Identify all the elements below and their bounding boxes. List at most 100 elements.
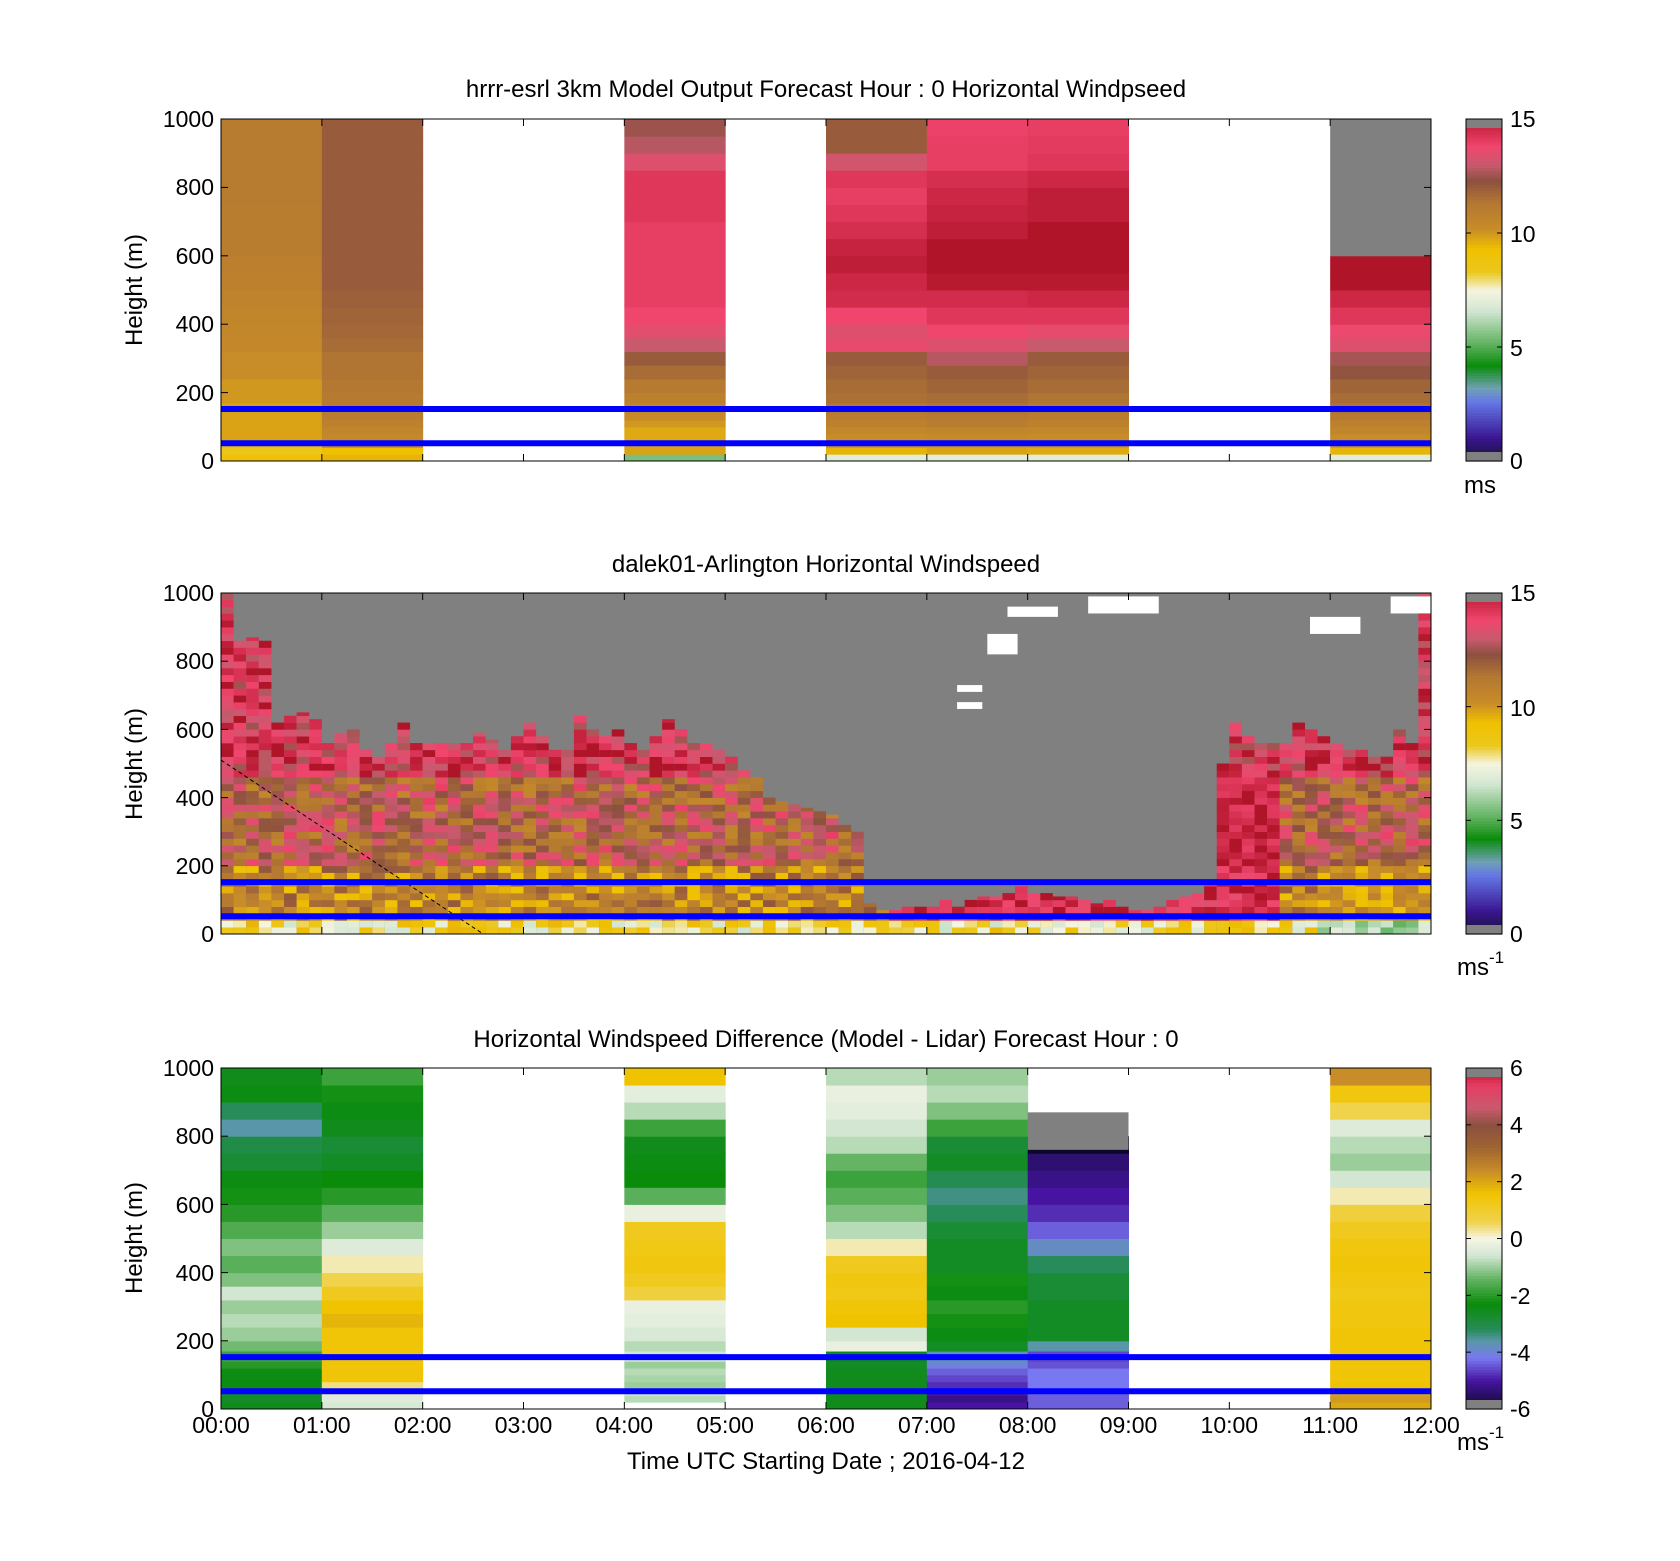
colorbar-swatch [1466,857,1502,861]
heat-cell [447,906,461,914]
heat-cell [1216,797,1230,805]
heat-cell [624,324,726,339]
colorbar-swatch [1466,635,1502,640]
heat-cell [826,858,840,867]
colorbar-swatch [1466,803,1502,807]
heat-cell [221,770,235,778]
heat-cell [1367,783,1382,792]
heat-cell [964,899,978,908]
colorbar-swatch [1466,766,1502,770]
heat-cell [1241,852,1256,860]
heat-cell [246,708,260,717]
heat-cell [233,688,247,696]
heat-cell [548,838,562,846]
panel-3-x-tick-labels: 00:00 01:00 02:00 03:00 04:00 05:00 06:00 07:00… [192,1412,1460,1438]
heat-cell [1304,852,1319,860]
heat-cell [1405,920,1419,928]
heat-cell [485,804,499,812]
heat-cell [1405,824,1419,832]
heat-cell [750,886,764,894]
heat-cell [699,899,714,908]
heat-cell [1052,927,1066,934]
heat-cell [788,858,802,867]
colorbar-swatch [1466,1397,1502,1402]
heat-cell [284,831,298,839]
heat-cell [309,811,323,819]
heat-cell [221,204,323,223]
heat-cell [372,845,386,853]
heat-cell [624,824,638,832]
heat-cell [1367,770,1382,778]
heat-cell [460,872,474,880]
heat-cell [1330,804,1344,812]
heat-cell [523,906,537,914]
heat-cell [1317,886,1331,894]
heat-cell [674,818,688,826]
colorbar-swatch [1466,1096,1502,1100]
colorbar-swatch [1466,612,1502,617]
heat-cell [926,419,1029,428]
heat-cell [687,804,701,812]
colorbar-swatch [1466,627,1502,631]
colorbar-swatch [1466,1153,1502,1157]
heat-cell [1027,1238,1129,1257]
heat-cell [788,893,802,901]
heat-cell [1115,920,1129,928]
colorbar-swatch [1466,1346,1502,1350]
heat-cell [246,927,260,934]
heat-cell [674,743,688,751]
heat-cell [422,763,436,771]
heat-cell [1418,668,1431,676]
heat-cell [1027,433,1129,441]
heat-cell [246,674,260,682]
heat-cell [573,852,588,860]
heat-cell [699,743,714,751]
heat-cell [1330,872,1344,880]
heat-cell [536,818,550,826]
heat-cell [1418,613,1431,621]
heat-cell [687,899,701,908]
heat-cell [296,927,310,934]
colorbar-swatch [1466,184,1502,188]
heat-cell [662,790,676,798]
heat-cell [1355,906,1369,914]
heat-cell [573,920,588,928]
heat-cell [662,804,676,812]
heat-cell [1355,831,1369,839]
heat-cell [826,454,928,461]
heat-cell [321,238,424,257]
heat-cell [1027,324,1129,339]
heat-cell [233,927,247,934]
heat-cell [309,818,323,826]
heat-cell [510,749,524,757]
heat-cell [485,831,499,839]
colorbar-swatch [1466,780,1502,784]
heat-cell [1330,1272,1431,1287]
heat-cell [1380,838,1394,846]
colorbar-swatch [1466,672,1502,677]
heat-cell [750,783,764,792]
heat-cell [775,893,789,901]
heat-cell [271,899,285,908]
heat-cell [422,824,436,832]
colorbar-swatch [1466,1272,1502,1277]
heat-cell [662,920,676,928]
colorbar-swatch [1466,919,1502,924]
missing-cell [1027,593,1041,934]
colorbar-swatch [1466,441,1502,445]
heat-cell [460,749,474,757]
heat-cell [221,927,235,934]
heat-cell [321,351,424,366]
colorbar-swatch [1466,395,1502,399]
heat-cell [321,1221,424,1239]
heat-cell [674,790,688,798]
colorbar-swatch [1466,897,1502,901]
heat-cell [410,927,424,934]
heat-cell [548,893,562,901]
heat-cell [435,818,449,826]
colorbar-swatch [1466,355,1502,359]
heat-cell [586,770,600,778]
heat-cell [750,790,764,798]
missing-cell [1141,593,1155,934]
heat-cell [712,797,726,805]
